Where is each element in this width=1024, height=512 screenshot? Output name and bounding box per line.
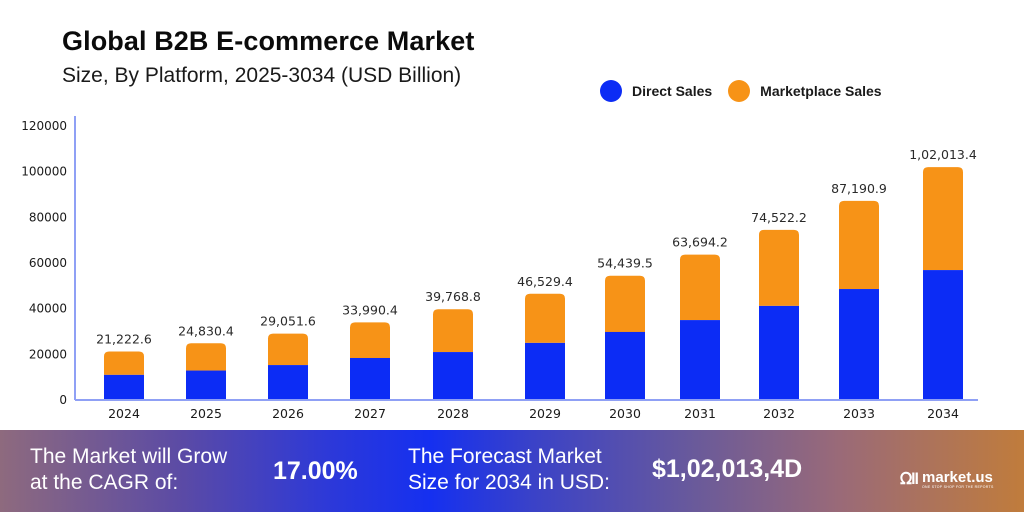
total-value-label: 24,830.4: [178, 323, 234, 338]
chart-subtitle: Size, By Platform, 2025-3034 (USD Billio…: [62, 64, 462, 87]
total-value-label: 63,694.2: [672, 235, 728, 250]
forecast-caption-line1: The Forecast Market: [408, 445, 602, 468]
bar-marketplace-sales-2034: [923, 167, 963, 271]
legend-label-marketplace-sales: Marketplace Sales: [760, 83, 882, 99]
x-tick-label: 2030: [609, 406, 641, 421]
logo-tagline: ONE STOP SHOP FOR THE REPORTS: [922, 485, 994, 489]
bar-direct-sales-2032: [759, 305, 799, 400]
bar-direct-sales-2024: [104, 374, 144, 400]
bar-direct-sales-2026: [268, 365, 308, 400]
forecast-caption-line2: Size for 2034 in USD:: [408, 471, 610, 494]
x-tick-label: 2031: [684, 406, 716, 421]
logo-name: market.us: [922, 469, 993, 486]
x-tick-label: 2025: [190, 406, 222, 421]
total-value-label: 1,02,013.4: [909, 147, 977, 162]
x-tick-label: 2034: [927, 406, 959, 421]
bar-chart: 0 20000 40000 60000 80000 100000 120000 21,222…: [21, 116, 978, 421]
bar-direct-sales-2029: [525, 342, 565, 400]
bar-direct-sales-2033: [839, 289, 879, 400]
cagr-value: 17.00%: [273, 457, 358, 485]
summary-banner: The Market will Grow at the CAGR of: 17.…: [0, 430, 1024, 512]
legend-item-marketplace-sales: Marketplace Sales: [728, 80, 882, 102]
y-tick-label: 100000: [21, 165, 67, 179]
bar-direct-sales-2034: [923, 270, 963, 400]
market-us-logo[interactable]: ᘯll market.us ONE STOP SHOP FOR THE REPO…: [900, 470, 994, 490]
legend-item-direct-sales: Direct Sales: [600, 80, 712, 102]
total-value-label: 29,051.6: [260, 314, 316, 329]
x-tick-label: 2024: [108, 406, 140, 421]
total-value-label: 21,222.6: [96, 332, 152, 347]
y-tick-label: 0: [59, 393, 67, 407]
bars: [104, 167, 963, 400]
forecast-caption: The Forecast Market Size for 2034 in USD…: [408, 444, 610, 496]
y-tick-label: 120000: [21, 119, 67, 133]
bar-direct-sales-2030: [605, 331, 645, 400]
x-axis-ticks: 2024 2025 2026 2027 2028 2029 2030 2031 2032 2033…: [108, 406, 959, 421]
total-value-label: 87,190.9: [831, 181, 887, 196]
bar-marketplace-sales-2024: [104, 351, 144, 375]
legend: Direct Sales Marketplace Sales: [600, 80, 882, 102]
x-tick-label: 2027: [354, 406, 386, 421]
legend-swatch-marketplace-sales: [728, 80, 751, 102]
legend-swatch-direct-sales: [600, 80, 622, 102]
x-tick-label: 2032: [763, 406, 795, 421]
y-tick-label: 80000: [29, 210, 67, 224]
total-value-label: 33,990.4: [342, 302, 398, 317]
bar-marketplace-sales-2033: [839, 200, 879, 290]
value-labels: 21,222.6 24,830.4 29,051.6 33,990.4 39,768.8…: [96, 147, 977, 346]
bar-marketplace-sales-2031: [680, 254, 720, 321]
bar-direct-sales-2027: [350, 357, 390, 400]
x-tick-label: 2028: [437, 406, 469, 421]
bar-marketplace-sales-2025: [186, 343, 226, 371]
cagr-caption-line1: The Market will Grow: [30, 445, 228, 468]
bar-marketplace-sales-2032: [759, 229, 799, 306]
total-value-label: 74,522.2: [751, 210, 807, 225]
x-tick-label: 2029: [529, 406, 561, 421]
bar-direct-sales-2028: [433, 352, 473, 400]
total-value-label: 46,529.4: [517, 274, 573, 289]
cagr-caption-line2: at the CAGR of:: [30, 471, 179, 494]
bar-marketplace-sales-2027: [350, 322, 390, 358]
bar-marketplace-sales-2029: [525, 293, 565, 343]
y-tick-label: 20000: [29, 347, 67, 361]
market-us-logo-icon: ᘯll: [900, 471, 919, 488]
forecast-value: $1,02,013,4D: [652, 455, 803, 483]
total-value-label: 39,768.8: [425, 289, 481, 304]
total-value-label: 54,439.5: [597, 256, 653, 271]
cagr-caption: The Market will Grow at the CAGR of:: [30, 444, 227, 496]
x-tick-label: 2026: [272, 406, 304, 421]
y-axis-ticks: 0 20000 40000 60000 80000 100000 120000: [21, 119, 67, 407]
legend-label-direct-sales: Direct Sales: [632, 83, 713, 99]
bar-direct-sales-2025: [186, 370, 226, 400]
x-tick-label: 2033: [843, 406, 875, 421]
bar-direct-sales-2031: [680, 320, 720, 400]
chart-title: Global B2B E-commerce Market: [62, 26, 475, 56]
bar-marketplace-sales-2028: [433, 309, 473, 353]
y-tick-label: 60000: [29, 256, 67, 270]
bar-marketplace-sales-2030: [605, 275, 645, 332]
bar-marketplace-sales-2026: [268, 333, 308, 366]
y-tick-label: 40000: [29, 302, 67, 316]
